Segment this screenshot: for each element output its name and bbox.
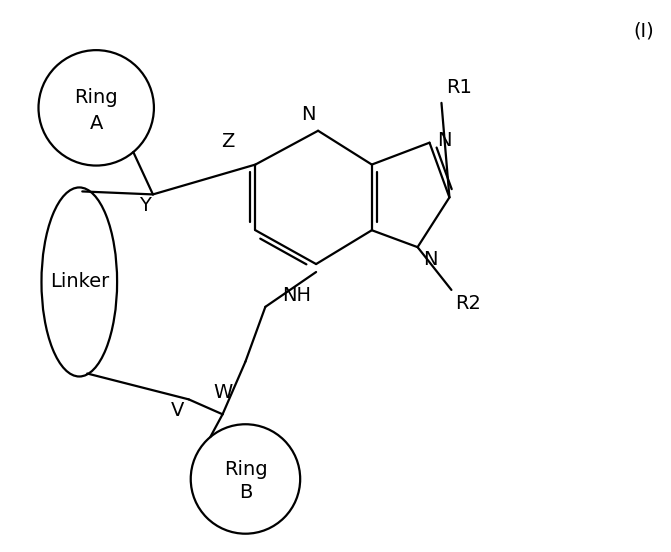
Text: NH: NH [282, 286, 311, 305]
Text: B: B [239, 484, 252, 502]
Text: V: V [170, 401, 184, 421]
Text: (I): (I) [633, 22, 654, 41]
Text: N: N [301, 105, 315, 124]
Text: N: N [437, 131, 452, 150]
Text: R2: R2 [456, 294, 481, 313]
Text: R1: R1 [446, 78, 472, 97]
Text: Y: Y [139, 197, 151, 215]
Text: A: A [89, 114, 103, 133]
Text: W: W [213, 383, 232, 402]
Text: Ring: Ring [223, 459, 267, 479]
Text: Linker: Linker [50, 273, 109, 291]
Text: Z: Z [221, 131, 235, 151]
Text: Ring: Ring [74, 88, 118, 108]
Text: N: N [423, 250, 438, 269]
